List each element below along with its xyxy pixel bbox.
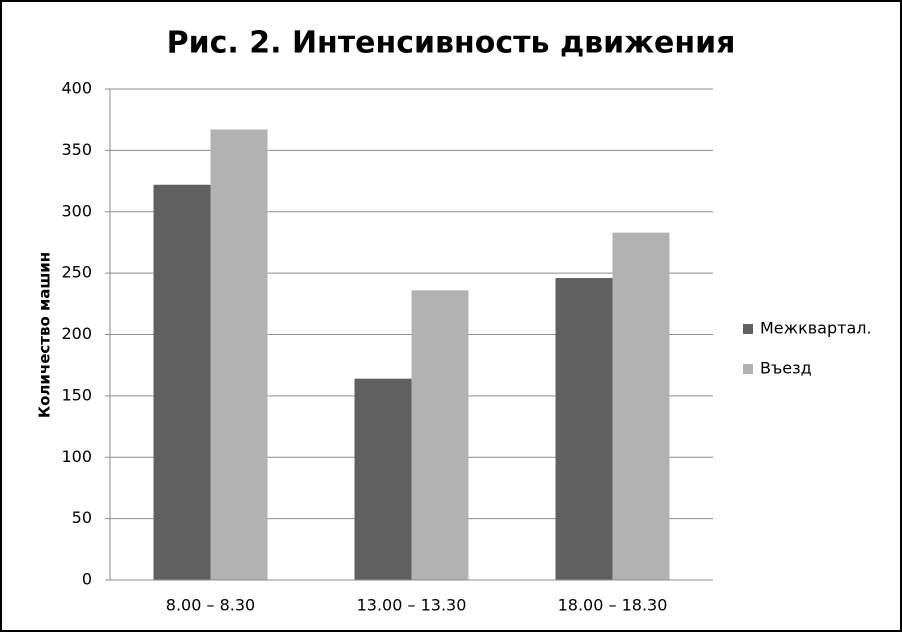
x-tick-label: 13.00 – 13.30 (357, 596, 467, 615)
chart-title: Рис. 2. Интенсивность движения (167, 26, 736, 61)
bar (354, 378, 412, 580)
y-tick-label: 400 (61, 79, 92, 98)
bar (153, 184, 211, 580)
y-tick-label: 250 (61, 263, 92, 282)
y-tick-label: 350 (61, 140, 92, 159)
y-tick-label: 100 (61, 447, 92, 466)
legend-swatch (743, 364, 753, 374)
x-tick-label: 8.00 – 8.30 (166, 596, 255, 615)
legend-label: Въезд (760, 359, 812, 378)
y-tick-label: 150 (61, 385, 92, 404)
legend-label: Межквартал. (760, 319, 872, 338)
y-tick-label: 0 (82, 570, 92, 589)
bar (555, 278, 613, 580)
bar (411, 290, 469, 580)
y-tick-label: 300 (61, 201, 92, 220)
y-tick-label: 200 (61, 324, 92, 343)
x-tick-label: 18.00 – 18.30 (558, 596, 668, 615)
y-axis-label: Количество машин (36, 252, 54, 418)
legend-swatch (743, 324, 753, 334)
bar (210, 129, 268, 580)
y-tick-label: 50 (72, 508, 92, 527)
bar (612, 232, 670, 580)
